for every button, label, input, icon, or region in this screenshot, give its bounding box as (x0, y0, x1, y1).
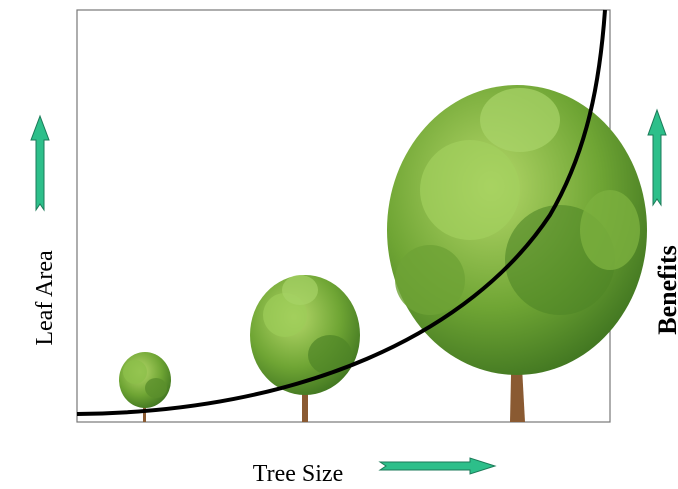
left-arrow (31, 116, 49, 210)
x-label: Tree Size (253, 461, 343, 487)
bottom-arrow (380, 458, 495, 474)
right-arrow (648, 110, 666, 205)
y-right-label: Benefits (653, 245, 678, 335)
y-left-label: Leaf Area (32, 250, 58, 346)
diagram: Leaf Area Benefits Tree Size (0, 0, 678, 489)
